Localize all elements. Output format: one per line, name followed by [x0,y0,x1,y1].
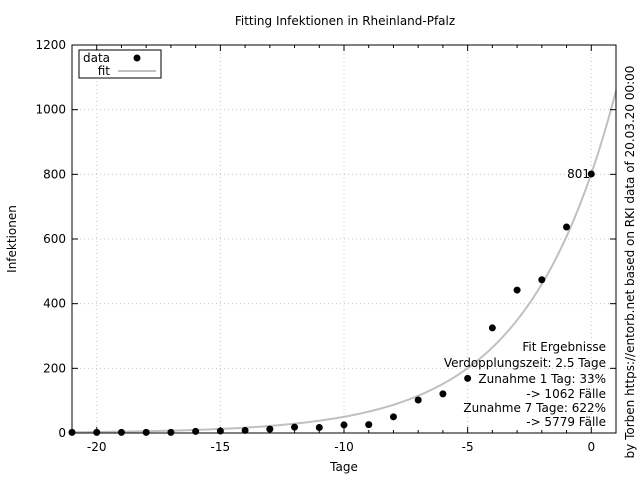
x-tick-label: -20 [87,440,107,454]
data-point [464,374,472,382]
legend-marker-data [133,54,141,62]
x-tick-label: -15 [211,440,231,454]
data-series [68,170,595,436]
legend-label-data: data [83,51,110,65]
legend: data fit [78,49,162,79]
y-tick-label: 200 [43,361,66,375]
fit-line [71,90,617,434]
x-tick-label: -10 [334,440,354,454]
data-point [538,276,546,284]
data-point [266,425,274,433]
fit-increase-1-day: Zunahme 1 Tag: 33% [478,372,606,386]
fit-cases-1-day: -> 1062 Fälle [526,387,606,401]
data-point [315,424,323,432]
fit-results-title: Fit Ergebnisse [522,340,606,354]
data-point [340,421,348,429]
y-axis-label: Infektionen [5,205,19,273]
y-tick-label: 1000 [35,103,66,117]
data-point [291,423,299,431]
data-point [365,421,373,429]
y-tick-label: 1200 [35,38,66,52]
data-point [563,223,571,231]
fit-series [71,90,617,434]
fit-doubling-time: Verdopplungszeit: 2.5 Tage [444,356,606,370]
data-point [513,286,521,294]
data-point [389,413,397,421]
axis-ticks: 0 200 400 600 800 1000 1200 -20 -15 -10 -5 0 [35,38,617,454]
y-tick-label: 600 [43,232,66,246]
x-tick-label: -5 [462,440,474,454]
data-point [587,170,595,178]
legend-label-fit: fit [98,64,111,78]
y-tick-label: 0 [58,426,66,440]
data-point [488,324,496,332]
right-credit-label: by Torben https://entorb.net based on RK… [623,66,637,459]
last-point-label: 801 [567,167,590,181]
fit-cases-7-days: -> 5779 Fälle [526,415,606,429]
y-tick-label: 800 [43,167,66,181]
fit-increase-7-days: Zunahme 7 Tage: 622% [463,401,606,415]
data-point [439,390,447,398]
grid [72,45,616,433]
fit-results-box: Fit Ergebnisse Verdopplungszeit: 2.5 Tag… [444,340,606,429]
y-tick-label: 400 [43,297,66,311]
data-point [414,396,422,404]
legend-box [78,49,162,79]
x-tick-label: 0 [587,440,595,454]
x-axis-label: Tage [329,460,358,474]
chart-title: Fitting Infektionen in Rheinland-Pfalz [235,14,455,28]
